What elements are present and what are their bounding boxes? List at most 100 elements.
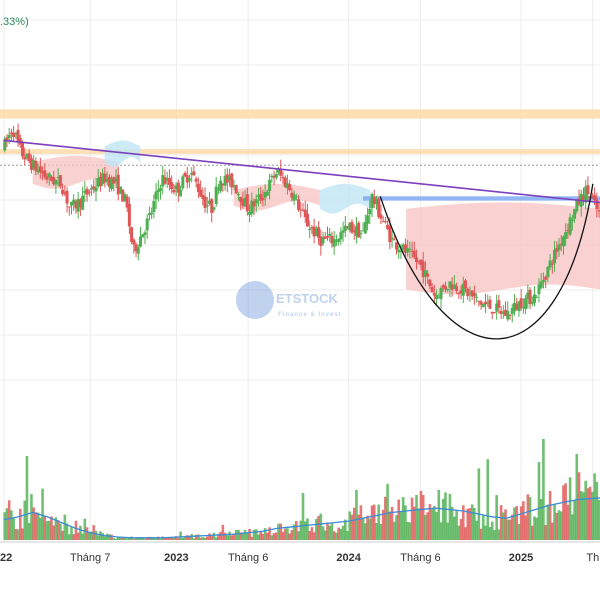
candle-up	[361, 230, 365, 232]
candle-down	[477, 300, 481, 302]
candle-down	[299, 209, 303, 211]
volume-bar-up	[105, 533, 109, 540]
volume-bar-up	[315, 518, 318, 540]
volume-bar-up	[457, 525, 461, 540]
candle-down	[417, 260, 421, 262]
volume-bar-up	[90, 531, 93, 540]
volume-moving-average	[3, 497, 600, 539]
candle-up	[541, 280, 545, 282]
candle-down	[323, 236, 327, 239]
volume-bar-up	[537, 462, 541, 540]
volume-bar-up	[435, 512, 438, 540]
volume-bar-up	[183, 536, 187, 540]
cup-pattern-curve	[379, 183, 594, 340]
candle-up	[165, 178, 169, 181]
volume-bar-up	[446, 522, 449, 540]
candle-down	[470, 290, 474, 297]
candle-up	[90, 188, 94, 190]
candle-down	[386, 224, 390, 229]
candle-down	[392, 239, 396, 241]
resistance-band	[0, 109, 600, 119]
candle-down	[241, 199, 245, 206]
candle-up	[363, 222, 367, 234]
candle-down	[41, 171, 45, 174]
candle-down	[484, 301, 488, 305]
resistance-band	[0, 149, 600, 155]
candle-down	[432, 293, 436, 296]
candle-up	[501, 311, 505, 314]
volume-bar-up	[597, 499, 600, 540]
volume-bar-up	[67, 534, 71, 540]
volume-bar-down	[230, 535, 234, 540]
volume-bar-up	[246, 533, 249, 540]
volume-bar-down	[74, 520, 78, 540]
candle-up	[161, 175, 165, 187]
candle-up	[256, 195, 260, 197]
candle-up	[368, 209, 372, 215]
candle-down	[352, 230, 356, 233]
candle-down	[310, 227, 314, 229]
volume-bar-down	[199, 537, 202, 540]
candle-down	[43, 170, 47, 178]
volume-bar-down	[359, 505, 363, 540]
volume-bar-down	[586, 488, 590, 540]
x-tick-label: Tháng 6	[228, 552, 268, 564]
volume-bar-up	[392, 521, 396, 540]
volume-bar-up	[377, 504, 380, 540]
volume-bar-down	[208, 533, 211, 540]
volume-bar-up	[475, 520, 478, 540]
candle-down	[163, 177, 167, 184]
candle-up	[150, 212, 154, 215]
volume-bar-up	[81, 533, 84, 540]
candle-up	[521, 307, 525, 309]
volume-bar-down	[397, 499, 401, 540]
volume-bar-up	[172, 537, 176, 540]
candle-down	[185, 175, 189, 183]
candle-down	[132, 239, 136, 245]
volume-bar-down	[428, 504, 432, 540]
candle-up	[339, 232, 343, 240]
x-tick-label: Tháng 6	[400, 552, 440, 564]
candle-up	[535, 297, 539, 299]
candle-up	[343, 225, 347, 231]
volume-bar-up	[444, 492, 447, 540]
candle-up	[236, 194, 240, 196]
volume-bar-down	[217, 533, 220, 540]
x-tick-label: 2025	[509, 552, 533, 564]
candle-down	[421, 261, 425, 278]
candle-down	[301, 209, 305, 211]
candle-up	[374, 200, 378, 205]
volume-bar-up	[517, 523, 521, 540]
volume-bar-up	[108, 534, 111, 540]
volume-bars	[3, 438, 600, 540]
candle-up	[399, 251, 403, 253]
candle-down	[279, 169, 283, 176]
candle-down	[170, 182, 174, 190]
volume-bar-down	[259, 531, 263, 540]
candle-down	[317, 227, 321, 238]
candle-up	[114, 178, 118, 182]
candle-down	[192, 171, 196, 176]
candle-down	[134, 244, 138, 252]
volume-bar-up	[486, 459, 490, 540]
candle-up	[359, 232, 363, 234]
volume-bar-down	[464, 527, 467, 540]
volume-bar-up	[79, 525, 82, 540]
volume-bar-down	[174, 536, 178, 540]
candle-down	[52, 177, 56, 185]
volume-bar-up	[45, 521, 49, 540]
candle-up	[524, 298, 528, 310]
candle-up	[250, 200, 254, 214]
candle-down	[49, 176, 53, 181]
candle-down	[357, 222, 361, 238]
volume-bar-down	[515, 506, 519, 540]
volume-bar-down	[366, 515, 369, 540]
candle-down	[581, 195, 585, 202]
candle-down	[472, 292, 476, 297]
candle-down	[112, 177, 116, 184]
volume-bar-up	[59, 523, 62, 540]
volume-bar-up	[116, 536, 120, 540]
candle-down	[74, 201, 78, 209]
